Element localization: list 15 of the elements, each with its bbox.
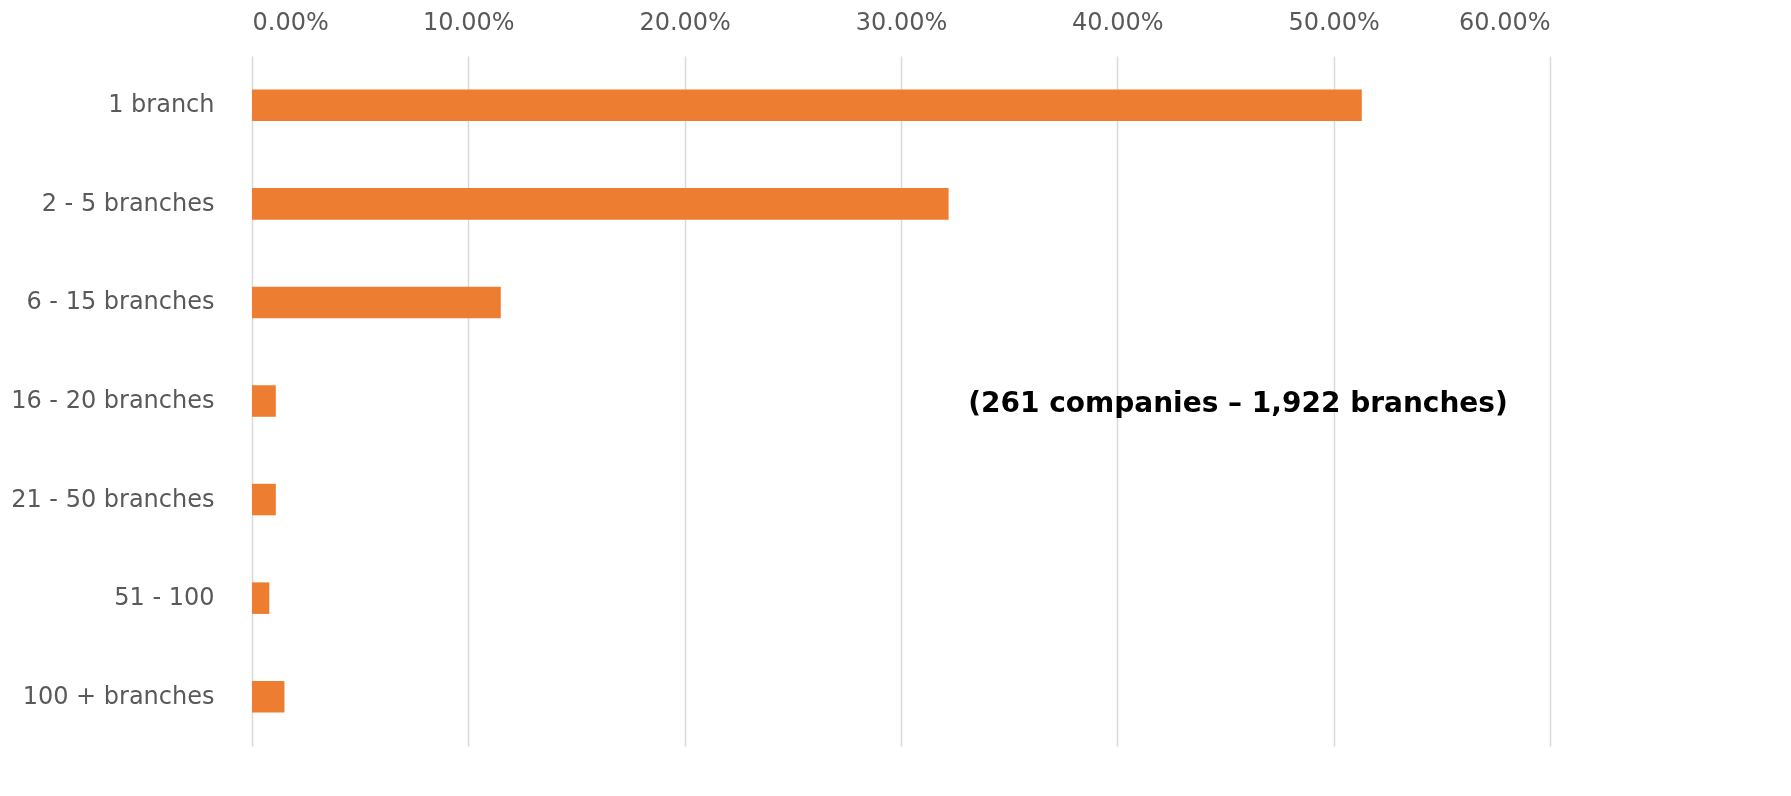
- y-tick-label: 51 - 100: [114, 583, 215, 612]
- y-tick-label: 100 + branches: [22, 681, 215, 710]
- y-tick-label: 2 - 5 branches: [41, 188, 215, 217]
- y-tick-label: 6 - 15 branches: [26, 287, 215, 316]
- x-tick-label: 40.00%: [1072, 7, 1164, 36]
- y-tick-label: 1 branch: [108, 90, 215, 119]
- x-tick-label: 20.00%: [639, 7, 731, 36]
- y-tick-label: 16 - 20 branches: [11, 386, 215, 414]
- annotation: (261 companies – 1,922 branches): [968, 386, 1508, 419]
- x-tick-label: 30.00%: [855, 7, 948, 36]
- x-tick-label: 0.00%: [252, 7, 329, 36]
- x-tick-label: 50.00%: [1288, 7, 1380, 36]
- x-tick-label: 60.00%: [1458, 7, 1551, 36]
- x-tick-label: 10.00%: [423, 7, 515, 36]
- y-tick-label: 21 - 50 branches: [11, 484, 215, 513]
